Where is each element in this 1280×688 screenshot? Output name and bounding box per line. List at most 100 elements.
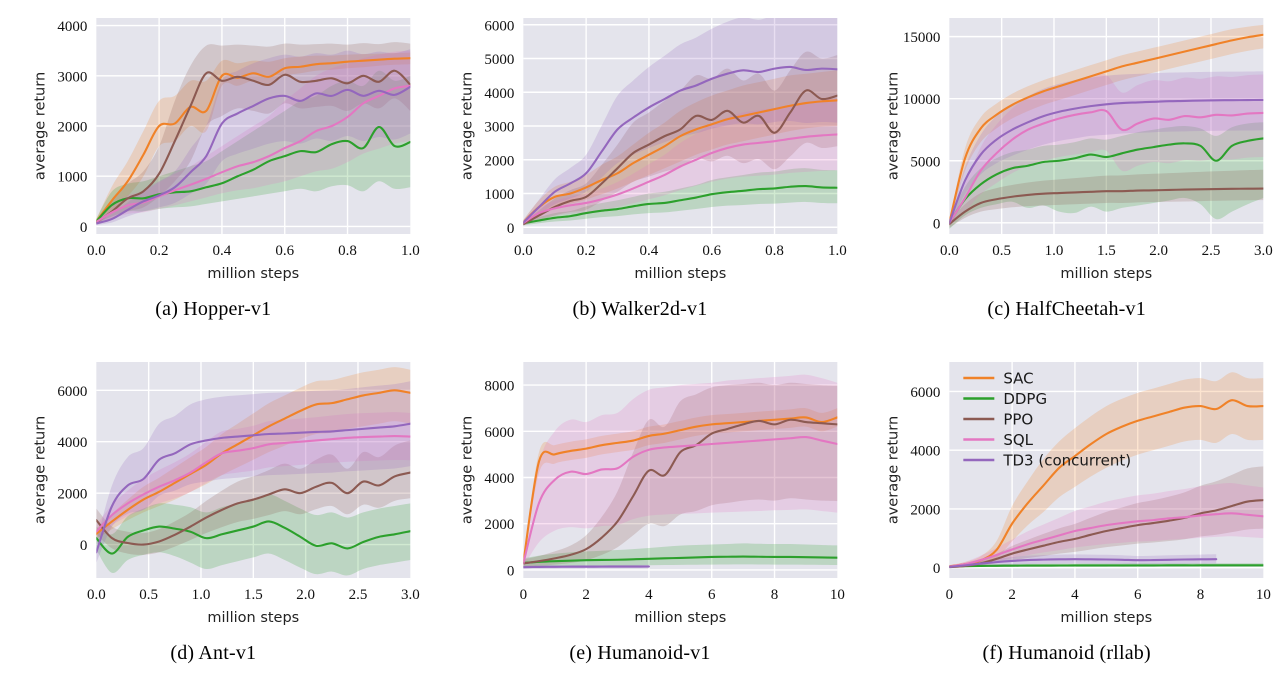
x-tick-label: 8 [1197,587,1205,603]
confidence-band [96,50,411,224]
plot-c: 0.0 0.5 1.0 1.5 2.0 2.5 3.0 0 5000 10000 15000 mill… [886,18,1273,282]
series-group [96,367,411,576]
confidence-band [949,71,1264,226]
y-tick-label: 2000 [57,120,87,136]
confidence-band [949,169,1264,228]
x-tick-label: 0.4 [213,243,232,259]
series-group [96,42,411,225]
x-tick-label: 0.0 [87,243,106,259]
panel-caption-f: (f) Humanoid (rllab) [982,642,1151,664]
series-group [949,372,1264,569]
plot-e: 0 2 4 6 8 10 0 2000 4000 6000 8000 million steps ave… [459,362,845,626]
y-tick-label: 4000 [484,86,514,102]
x-axis-label: million steps [634,610,726,626]
y-axis-label: average return [459,72,475,180]
y-axis-label: average return [886,72,902,180]
x-tick-label: 3.0 [401,587,420,603]
y-tick-label: 0 [933,216,941,232]
panel-f: 0 2 4 6 8 10 0 2000 4000 6000 million steps average… [853,344,1280,688]
x-tick-label: 8 [770,587,778,603]
y-tick-label: 6000 [57,384,87,400]
series-group [522,18,837,226]
line-series [96,84,411,223]
gridlines [949,362,1264,578]
confidence-band [96,42,411,225]
line-series [949,108,1264,224]
axis-ticks: 0.0 0.5 1.0 1.5 2.0 2.5 3.0 0 5000 10000 15000 [903,30,1273,259]
x-tick-label: 0.5 [139,587,158,603]
x-tick-label: 1.5 [244,587,263,603]
plot-a: 0.0 0.2 0.4 0.6 0.8 1.0 0 1000 2000 3000 4000 milli… [32,18,420,282]
plot-f: 0 2 4 6 8 10 0 2000 4000 6000 million steps average… [886,362,1271,626]
x-tick-label: 0.4 [639,243,658,259]
line-series [522,133,837,224]
axis-ticks: 0.0 0.5 1.0 1.5 2.0 2.5 3.0 0 2000 4000 6000 [57,384,419,603]
legend-label: DDPG [1004,390,1048,408]
x-tick-label: 2 [1009,587,1017,603]
line-series [96,125,411,223]
x-tick-label: 0 [519,587,527,603]
y-tick-label: 6000 [484,425,514,441]
y-tick-label: 0 [506,221,514,237]
x-tick-label: 0.0 [87,587,106,603]
axis-ticks: 0 2 4 6 8 10 0 2000 4000 6000 8000 [484,379,845,603]
x-tick-label: 0.0 [514,243,533,259]
x-tick-label: 1.0 [1045,243,1064,259]
confidence-band [949,466,1264,568]
confidence-band [949,74,1264,227]
x-axis-label: million steps [634,266,726,282]
x-axis-label: million steps [1061,266,1153,282]
y-tick-label: 3000 [484,120,514,136]
y-axis-label: average return [459,416,475,524]
line-series [96,57,411,223]
line-series [522,418,837,565]
panel-c: 0.0 0.5 1.0 1.5 2.0 2.5 3.0 0 5000 10000 15000 mill… [853,0,1280,344]
confidence-band [522,374,837,568]
confidence-band [949,122,1264,230]
y-tick-label: 6000 [484,18,514,34]
panel-caption-a: (a) Hopper-v1 [155,298,272,320]
y-tick-label: 2000 [57,487,87,503]
line-series [949,137,1264,224]
series-group [522,374,837,569]
confidence-band [522,543,837,568]
x-tick-label: 0.5 [993,243,1012,259]
legend: SAC DDPG PPO SQL TD3 (concurrent) [963,370,1132,470]
panel-e: 0 2 4 6 8 10 0 2000 4000 6000 8000 million steps ave… [427,344,854,688]
confidence-band [522,408,837,567]
y-tick-label: 2000 [911,502,941,518]
legend-label: TD3 (concurrent) [1003,452,1132,470]
confidence-band [949,554,1217,568]
line-series [949,499,1264,569]
plot-b: 0.0 0.2 0.4 0.6 0.8 1.0 0 1000 2000 3000 4000 5000 6… [459,18,846,282]
gridlines [96,18,411,234]
confidence-band [522,18,837,225]
gridlines [949,18,1264,234]
y-axis-label: average return [32,416,48,524]
confidence-band [96,52,411,224]
line-series [949,98,1264,224]
x-tick-label: 2.5 [1202,243,1221,259]
y-tick-label: 2000 [484,153,514,169]
y-tick-label: 0 [933,561,941,577]
x-tick-label: 10 [1256,587,1271,603]
x-tick-label: 2 [582,587,590,603]
x-tick-label: 2.0 [296,587,315,603]
panel-caption-b: (b) Walker2d-v1 [572,298,708,320]
gridlines [522,18,837,234]
x-tick-label: 2.0 [1150,243,1169,259]
confidence-band [96,367,411,540]
axis-ticks: 0.0 0.2 0.4 0.6 0.8 1.0 0 1000 2000 3000 4000 5000 6… [484,18,846,259]
panel-caption-e: (e) Humanoid-v1 [569,642,711,664]
line-series [522,65,837,224]
y-tick-label: 0 [80,538,88,554]
line-series [949,33,1264,224]
x-tick-label: 10 [829,587,844,603]
line-series [522,435,837,565]
confidence-band [522,70,837,225]
confidence-band [949,372,1264,568]
y-tick-label: 10000 [903,92,941,108]
y-tick-label: 1000 [57,170,87,186]
x-tick-label: 0 [946,587,954,603]
y-axis-label: average return [886,416,902,524]
